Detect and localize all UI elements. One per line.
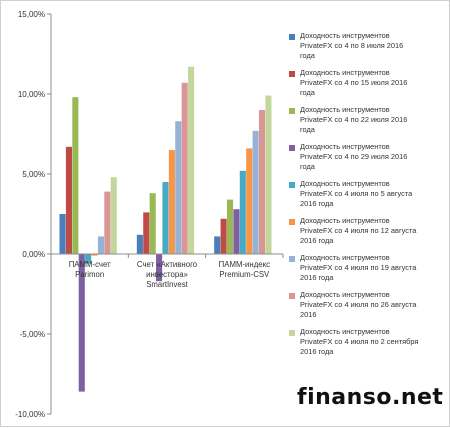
bar <box>246 148 253 254</box>
x-category-label-line: SmartInvest <box>146 280 188 289</box>
legend-label: Доходность инструментов PrivateFX со 4 ию… <box>300 179 413 208</box>
legend-label: Доходность инструментов PrivateFX со 4 ию… <box>300 290 417 319</box>
legend-item: Доходность инструментов PrivateFX со 4 ию… <box>289 290 445 320</box>
chart-legend: Доходность инструментов PrivateFX со 4 по… <box>289 31 445 364</box>
legend-swatch <box>289 256 295 262</box>
bar <box>252 130 259 254</box>
legend-label: Доходность инструментов PrivateFX со 4 по… <box>300 105 408 134</box>
x-category-label-line: Parimon <box>75 270 104 279</box>
bar <box>78 254 85 392</box>
bar <box>136 234 143 254</box>
bar <box>85 254 92 264</box>
legend-item: Доходность инструментов PrivateFX со 4 ию… <box>289 253 445 283</box>
x-category-label: Счет «Активного инвестора» SmartInvest <box>137 260 198 289</box>
legend-label: Доходность инструментов PrivateFX со 4 по… <box>300 68 408 97</box>
bar <box>104 191 111 254</box>
x-category-label-line: инвестора» <box>146 270 188 279</box>
bar <box>143 212 150 254</box>
x-category-label-line: ПАММ-счет <box>69 260 111 269</box>
legend-swatch <box>289 34 295 40</box>
bar <box>162 182 169 254</box>
bar <box>175 121 182 254</box>
legend-swatch <box>289 182 295 188</box>
x-category-label: ПАММ-счет Parimon <box>69 260 111 279</box>
bar <box>265 95 272 254</box>
legend-label: Доходность инструментов PrivateFX со 4 ию… <box>300 253 417 282</box>
legend-swatch <box>289 145 295 151</box>
legend-item: Доходность инструментов PrivateFX со 4 по… <box>289 105 445 135</box>
x-category-label: ПАММ-индекс Premium-CSV <box>219 260 270 279</box>
bar <box>214 236 221 254</box>
legend-swatch <box>289 330 295 336</box>
y-tick-label: -5,00% <box>20 330 45 339</box>
legend-item: Доходность инструментов PrivateFX со 4 по… <box>289 68 445 98</box>
bar <box>168 150 175 254</box>
bar <box>220 218 227 254</box>
legend-item: Доходность инструментов PrivateFX со 4 ию… <box>289 216 445 246</box>
legend-item: Доходность инструментов PrivateFX со 4 по… <box>289 31 445 61</box>
bar <box>239 170 246 254</box>
legend-label: Доходность инструментов PrivateFX со 4 по… <box>300 142 408 171</box>
legend-item: Доходность инструментов PrivateFX со 4 ию… <box>289 327 445 357</box>
watermark: finanso.net <box>297 385 444 410</box>
y-tick-label: -10,00% <box>15 410 45 419</box>
legend-item: Доходность инструментов PrivateFX со 4 по… <box>289 142 445 172</box>
bar <box>59 214 66 254</box>
y-tick-label: 15,00% <box>18 10 45 19</box>
legend-label: Доходность инструментов PrivateFX со 4 по… <box>300 31 404 60</box>
bar <box>149 193 156 254</box>
legend-swatch <box>289 219 295 225</box>
bar <box>188 66 195 254</box>
y-tick-label: 5,00% <box>22 170 45 179</box>
y-tick-label: 0,00% <box>22 250 45 259</box>
bar <box>156 254 163 282</box>
legend-swatch <box>289 71 295 77</box>
bar <box>258 110 266 254</box>
bar <box>233 209 240 254</box>
y-tick-label: 10,00% <box>18 90 45 99</box>
legend-label: Доходность инструментов PrivateFX со 4 ию… <box>300 327 419 356</box>
legend-label: Доходность инструментов PrivateFX со 4 ию… <box>300 216 417 245</box>
bar <box>226 199 234 254</box>
bar <box>65 146 72 254</box>
bar <box>91 254 98 256</box>
bar <box>110 177 117 254</box>
x-category-label-line: Premium-CSV <box>219 270 270 279</box>
legend-item: Доходность инструментов PrivateFX со 4 ию… <box>289 179 445 209</box>
legend-swatch <box>289 293 295 299</box>
bar <box>72 97 79 254</box>
x-category-label-line: Счет «Активного <box>137 260 198 269</box>
x-category-label-line: ПАММ-индекс <box>219 260 270 269</box>
legend-swatch <box>289 108 295 114</box>
bar <box>181 82 188 254</box>
bar <box>97 236 104 254</box>
